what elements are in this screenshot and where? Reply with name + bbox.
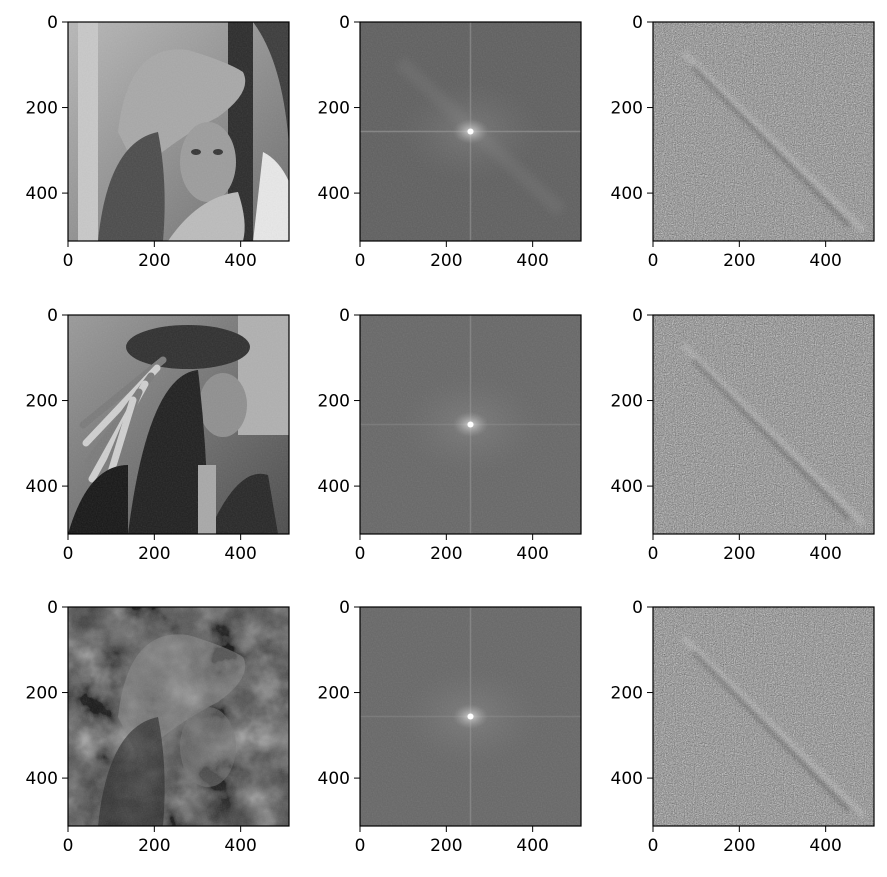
y-tick-label: 400 bbox=[26, 184, 58, 204]
x-tick-label: 0 bbox=[648, 544, 659, 564]
x-tick-label: 400 bbox=[224, 251, 256, 271]
magnitude-spectrum-image bbox=[360, 315, 581, 534]
x-tick-label: 400 bbox=[516, 836, 548, 856]
panel-phase-1: 0 200 400 0 200 400 bbox=[611, 13, 875, 271]
photo-image bbox=[68, 22, 289, 241]
y-tick-label: 0 bbox=[47, 598, 58, 618]
y-tick-label: 0 bbox=[47, 306, 58, 326]
axes-frame bbox=[359, 314, 582, 535]
axes-frame bbox=[67, 606, 290, 827]
axes-frame bbox=[652, 21, 875, 242]
y-tick-label: 0 bbox=[632, 306, 643, 326]
x-tick-label: 0 bbox=[355, 544, 366, 564]
y-tick-label: 0 bbox=[339, 306, 350, 326]
y-tick-label: 400 bbox=[26, 477, 58, 497]
y-tick-label: 0 bbox=[632, 13, 643, 33]
x-tick-label: 0 bbox=[63, 836, 74, 856]
magnitude-spectrum-image bbox=[360, 22, 581, 241]
y-tick-label: 0 bbox=[339, 13, 350, 33]
x-tick-label: 200 bbox=[430, 836, 462, 856]
x-tick-label: 200 bbox=[430, 544, 462, 564]
panel-spectrum-1: 0 200 400 0 200 400 bbox=[318, 13, 582, 271]
x-tick-label: 400 bbox=[809, 251, 841, 271]
magnitude-spectrum-image bbox=[360, 607, 581, 826]
axes-frame bbox=[359, 606, 582, 827]
photo-image bbox=[68, 607, 289, 826]
x-tick-label: 200 bbox=[723, 836, 755, 856]
y-tick-label: 200 bbox=[318, 392, 350, 412]
x-tick-label: 0 bbox=[648, 836, 659, 856]
x-tick-label: 200 bbox=[138, 544, 170, 564]
x-tick-label: 0 bbox=[355, 251, 366, 271]
panel-phase-2: 0 200 400 0 200 400 bbox=[611, 306, 875, 564]
photo-image bbox=[68, 315, 289, 534]
y-tick-label: 0 bbox=[339, 598, 350, 618]
y-tick-label: 400 bbox=[318, 769, 350, 789]
phase-noise-image bbox=[653, 22, 874, 241]
x-tick-label: 400 bbox=[516, 544, 548, 564]
x-tick-label: 400 bbox=[224, 836, 256, 856]
y-tick-label: 0 bbox=[47, 13, 58, 33]
y-tick-label: 400 bbox=[611, 184, 643, 204]
y-tick-label: 200 bbox=[26, 99, 58, 119]
y-tick-label: 200 bbox=[611, 392, 643, 412]
y-tick-label: 400 bbox=[26, 769, 58, 789]
x-tick-label: 200 bbox=[138, 251, 170, 271]
y-tick-label: 200 bbox=[611, 99, 643, 119]
x-tick-label: 400 bbox=[809, 836, 841, 856]
panel-spectrum-3: 0 200 400 0 200 400 bbox=[318, 598, 582, 856]
x-tick-label: 200 bbox=[430, 251, 462, 271]
x-tick-label: 200 bbox=[723, 251, 755, 271]
y-tick-label: 0 bbox=[632, 598, 643, 618]
x-tick-label: 0 bbox=[63, 544, 74, 564]
panel-reconstruction: 0 200 400 0 200 400 bbox=[26, 598, 290, 856]
x-tick-label: 200 bbox=[138, 836, 170, 856]
phase-noise-image bbox=[653, 315, 874, 534]
x-tick-label: 0 bbox=[648, 251, 659, 271]
y-tick-label: 400 bbox=[318, 477, 350, 497]
y-tick-label: 400 bbox=[318, 184, 350, 204]
axes-frame bbox=[359, 21, 582, 242]
axes-frame bbox=[67, 21, 290, 242]
x-tick-label: 400 bbox=[224, 544, 256, 564]
x-tick-label: 400 bbox=[516, 251, 548, 271]
panel-original-1: 0 200 400 0 200 400 bbox=[26, 13, 290, 271]
y-tick-label: 200 bbox=[26, 684, 58, 704]
y-tick-label: 400 bbox=[611, 769, 643, 789]
axes-frame bbox=[652, 314, 875, 535]
axes-frame bbox=[652, 606, 875, 827]
y-tick-label: 200 bbox=[26, 392, 58, 412]
x-tick-label: 0 bbox=[63, 251, 74, 271]
panel-spectrum-2: 0 200 400 0 200 400 bbox=[318, 306, 582, 564]
axes-frame bbox=[67, 314, 290, 535]
y-tick-label: 400 bbox=[611, 477, 643, 497]
phase-noise-image bbox=[653, 607, 874, 826]
y-tick-label: 200 bbox=[318, 684, 350, 704]
y-tick-label: 200 bbox=[611, 684, 643, 704]
x-tick-label: 200 bbox=[723, 544, 755, 564]
x-tick-label: 0 bbox=[355, 836, 366, 856]
x-tick-label: 400 bbox=[809, 544, 841, 564]
panel-phase-3: 0 200 400 0 200 400 bbox=[611, 598, 875, 856]
y-tick-label: 200 bbox=[318, 99, 350, 119]
panel-original-2: 0 200 400 0 200 400 bbox=[26, 306, 290, 564]
